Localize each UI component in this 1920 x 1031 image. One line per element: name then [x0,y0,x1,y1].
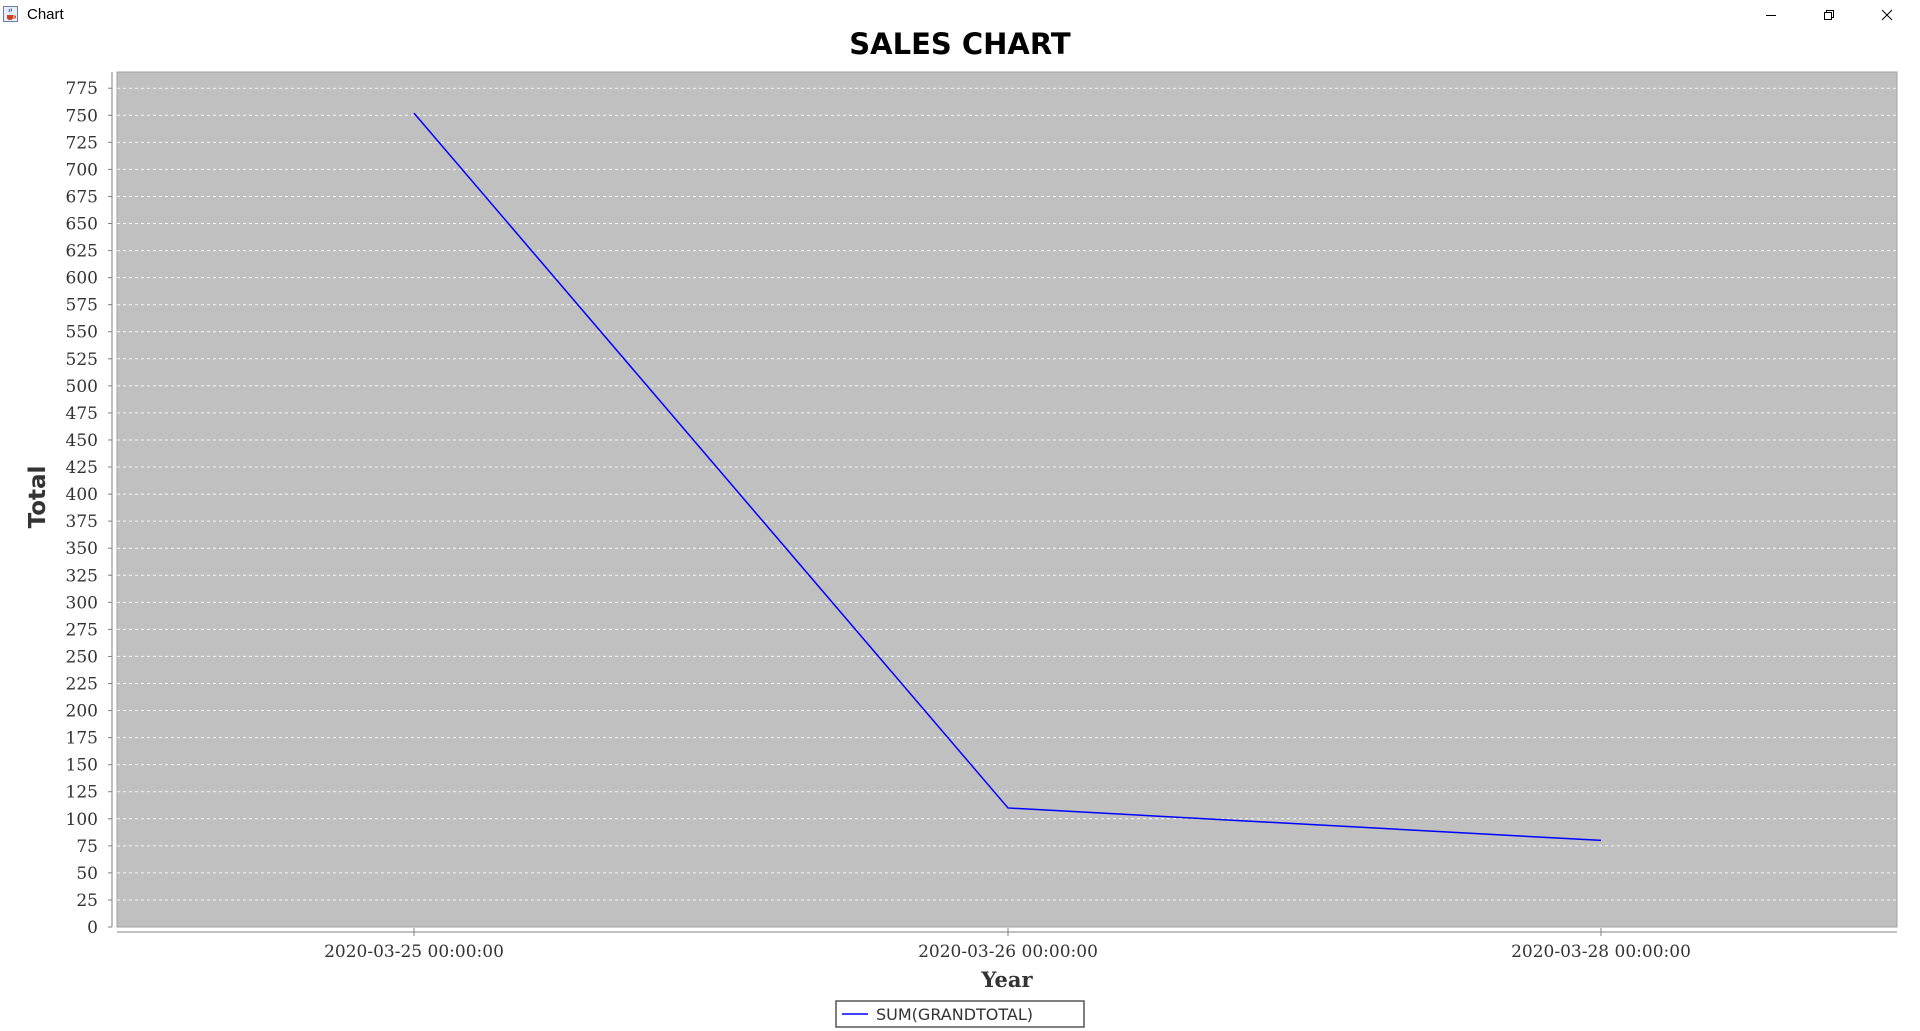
y-tick-label: 450 [66,431,98,451]
restore-icon [1824,10,1834,20]
y-tick-label: 100 [66,810,98,830]
y-tick-label: 225 [66,674,98,694]
y-tick-label: 325 [66,566,98,586]
y-tick-label: 525 [66,350,98,370]
series-layer [413,112,1602,842]
y-tick-label: 700 [66,160,98,180]
minimize-button[interactable] [1742,0,1800,30]
legend: SUM(GRANDTOTAL) [835,1000,1085,1028]
plot-area [116,71,1898,928]
y-tick-label: 600 [66,269,98,289]
y-tick-label: 0 [87,918,98,938]
minimize-icon [1766,15,1776,16]
y-tick-label: 125 [66,783,98,803]
x-tick-label: 2020-03-26 00:00:00 [918,942,1098,962]
y-tick-label: 475 [66,404,98,424]
y-tick-label: 400 [66,485,98,505]
window-title: Chart [27,6,64,23]
y-axis-label: Total [25,466,51,529]
y-tick-label: 300 [66,593,98,613]
y-tick-label: 175 [66,729,98,749]
window-titlebar: Chart [0,0,1920,30]
x-axis-label: Year [980,967,1033,992]
legend-box [835,1000,1085,1028]
legend-label: SUM(GRANDTOTAL) [876,1005,1033,1024]
y-tick-label: 625 [66,242,98,262]
java-cup-icon [3,6,18,22]
y-tick-label: 75 [76,837,98,857]
x-tick-label: 2020-03-25 00:00:00 [324,942,504,962]
y-tick-label: 575 [66,296,98,316]
y-tick-label: 675 [66,187,98,207]
y-tick-label: 375 [66,512,98,532]
y-axis: 0 25 50 75 100 125 150 175 200 225 250 275 300 325 350… [66,72,113,938]
y-tick-label: 775 [66,79,98,99]
y-tick-label: 500 [66,377,98,397]
y-tick-label: 150 [66,756,98,776]
x-axis: 2020-03-25 00:00:00 2020-03-26 00:00:00 20… [117,928,1897,962]
y-tick-label: 650 [66,215,98,235]
restore-button[interactable] [1800,0,1858,30]
close-button[interactable] [1858,0,1916,30]
y-tick-label: 725 [66,133,98,153]
x-tick-label: 2020-03-28 00:00:00 [1511,942,1691,962]
y-tick-label: 275 [66,620,98,640]
y-tick-label: 250 [66,647,98,667]
y-tick-label: 750 [66,106,98,126]
y-tick-label: 425 [66,458,98,478]
y-tick-label: 550 [66,323,98,343]
close-icon [1881,9,1893,21]
gridlines [117,87,1897,901]
y-tick-label: 25 [76,891,98,911]
y-tick-label: 350 [66,539,98,559]
y-tick-label: 200 [66,702,98,722]
y-tick-label: 50 [76,864,98,884]
chart-title: SALES CHART [849,27,1071,61]
